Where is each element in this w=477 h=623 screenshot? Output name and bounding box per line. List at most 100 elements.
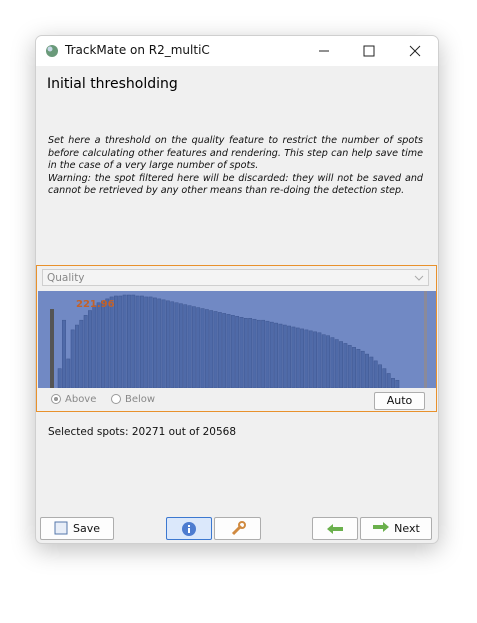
histogram-bar bbox=[122, 294, 127, 388]
histogram-bar bbox=[178, 303, 183, 388]
radio-label: Below bbox=[125, 394, 156, 405]
next-button[interactable]: Next bbox=[360, 517, 432, 540]
info-icon bbox=[182, 522, 196, 536]
feature-combo[interactable]: Quality bbox=[42, 269, 429, 286]
save-icon bbox=[54, 521, 68, 535]
histogram-bar bbox=[222, 313, 227, 388]
histogram-bar bbox=[148, 296, 153, 388]
histogram-bar bbox=[114, 295, 118, 388]
threshold-panel: Quality 221.96 Above Below Auto bbox=[36, 265, 437, 412]
histogram-bar bbox=[209, 310, 214, 388]
histogram-bar bbox=[187, 305, 192, 388]
histogram-bar bbox=[326, 335, 330, 388]
back-icon bbox=[327, 524, 343, 534]
histogram-bar bbox=[213, 311, 218, 388]
histogram-bar bbox=[226, 314, 231, 388]
histogram-bar bbox=[183, 304, 188, 388]
window-title: TrackMate on R2_multiC bbox=[65, 43, 210, 57]
histogram-bar bbox=[365, 353, 369, 388]
histogram-bar bbox=[321, 334, 326, 388]
histogram-bar bbox=[360, 350, 365, 388]
histogram-bar bbox=[105, 298, 110, 388]
histogram-bar bbox=[135, 295, 140, 388]
window-controls[interactable] bbox=[316, 44, 431, 58]
histogram-bar bbox=[57, 368, 62, 388]
histogram-bar bbox=[282, 324, 287, 388]
histogram-bar bbox=[243, 318, 248, 388]
histogram-bar bbox=[127, 294, 131, 388]
window: TrackMate on R2_multiC Initial threshold… bbox=[35, 35, 439, 544]
histogram-bar bbox=[131, 294, 136, 388]
histogram-bar bbox=[395, 380, 400, 388]
auto-button[interactable]: Auto bbox=[374, 392, 425, 410]
histogram-bar bbox=[92, 305, 97, 388]
title-bar: TrackMate on R2_multiC bbox=[36, 36, 438, 66]
heading: Initial thresholding bbox=[47, 76, 178, 92]
histogram-bar bbox=[343, 343, 348, 388]
histogram-bar bbox=[295, 327, 300, 388]
histogram-bar bbox=[287, 325, 292, 388]
histogram-bar bbox=[109, 296, 114, 388]
histogram-bar bbox=[217, 312, 222, 388]
description: Set here a threshold on the quality feat… bbox=[48, 135, 423, 198]
histogram-bar bbox=[200, 308, 205, 388]
radio-label: Above bbox=[65, 394, 97, 405]
histogram-bar bbox=[79, 319, 84, 388]
histogram-bar bbox=[235, 316, 240, 388]
histogram-bar bbox=[308, 330, 313, 388]
histogram-bar bbox=[152, 297, 157, 388]
histogram-bar bbox=[382, 368, 387, 388]
histogram-bar bbox=[70, 329, 75, 388]
histogram-bar bbox=[88, 310, 92, 388]
histogram-bar bbox=[373, 360, 378, 388]
histogram-bar bbox=[313, 331, 317, 388]
histogram-bar bbox=[196, 307, 201, 388]
histogram-bar bbox=[256, 319, 261, 388]
histogram-bar bbox=[391, 378, 395, 388]
histogram-bar bbox=[386, 373, 391, 388]
info-button[interactable] bbox=[166, 517, 212, 540]
next-icon bbox=[373, 522, 390, 532]
histogram-bar bbox=[239, 317, 244, 388]
histogram-bar bbox=[265, 320, 270, 388]
threshold-label: 221.96 bbox=[76, 299, 115, 310]
histogram-bar bbox=[356, 349, 361, 388]
wrench-icon bbox=[231, 521, 246, 536]
histogram-bar bbox=[191, 306, 196, 388]
histogram-bar bbox=[261, 319, 266, 388]
histogram[interactable]: 221.96 bbox=[38, 291, 436, 388]
histogram-bar bbox=[300, 328, 305, 388]
threshold-marker bbox=[50, 309, 54, 388]
settings-button[interactable] bbox=[214, 517, 261, 540]
histogram-bar bbox=[304, 329, 309, 388]
histogram-bar bbox=[62, 319, 66, 388]
selected-spots: Selected spots: 20271 out of 20568 bbox=[48, 426, 237, 438]
app-icon bbox=[46, 45, 58, 57]
histogram-bar bbox=[66, 358, 71, 388]
histogram-bar bbox=[157, 298, 162, 388]
histogram-bar bbox=[274, 322, 279, 388]
histogram-bar bbox=[75, 324, 79, 388]
histogram-bar bbox=[204, 309, 209, 388]
histogram-bar bbox=[278, 323, 283, 388]
histogram-bar bbox=[339, 341, 343, 388]
histogram-bar bbox=[347, 345, 352, 388]
histogram-bar bbox=[330, 337, 335, 388]
radio-below[interactable]: Below bbox=[111, 394, 155, 405]
histogram-bar bbox=[334, 339, 339, 388]
back-button[interactable] bbox=[312, 517, 358, 540]
histogram-bar bbox=[161, 299, 166, 388]
histogram-bar bbox=[144, 296, 149, 388]
histogram-bar bbox=[174, 302, 179, 388]
histogram-bar bbox=[248, 318, 253, 388]
radio-above[interactable]: Above bbox=[51, 394, 96, 405]
save-button[interactable]: Save bbox=[40, 517, 114, 540]
histogram-bar bbox=[170, 301, 175, 388]
histogram-bar bbox=[369, 356, 374, 388]
feature-name: Quality bbox=[47, 272, 85, 284]
histogram-bar bbox=[269, 321, 274, 388]
save-label: Save bbox=[72, 522, 100, 535]
description-text: Warning: the spot filtered here will be … bbox=[48, 172, 423, 197]
histogram-bar bbox=[378, 364, 382, 388]
